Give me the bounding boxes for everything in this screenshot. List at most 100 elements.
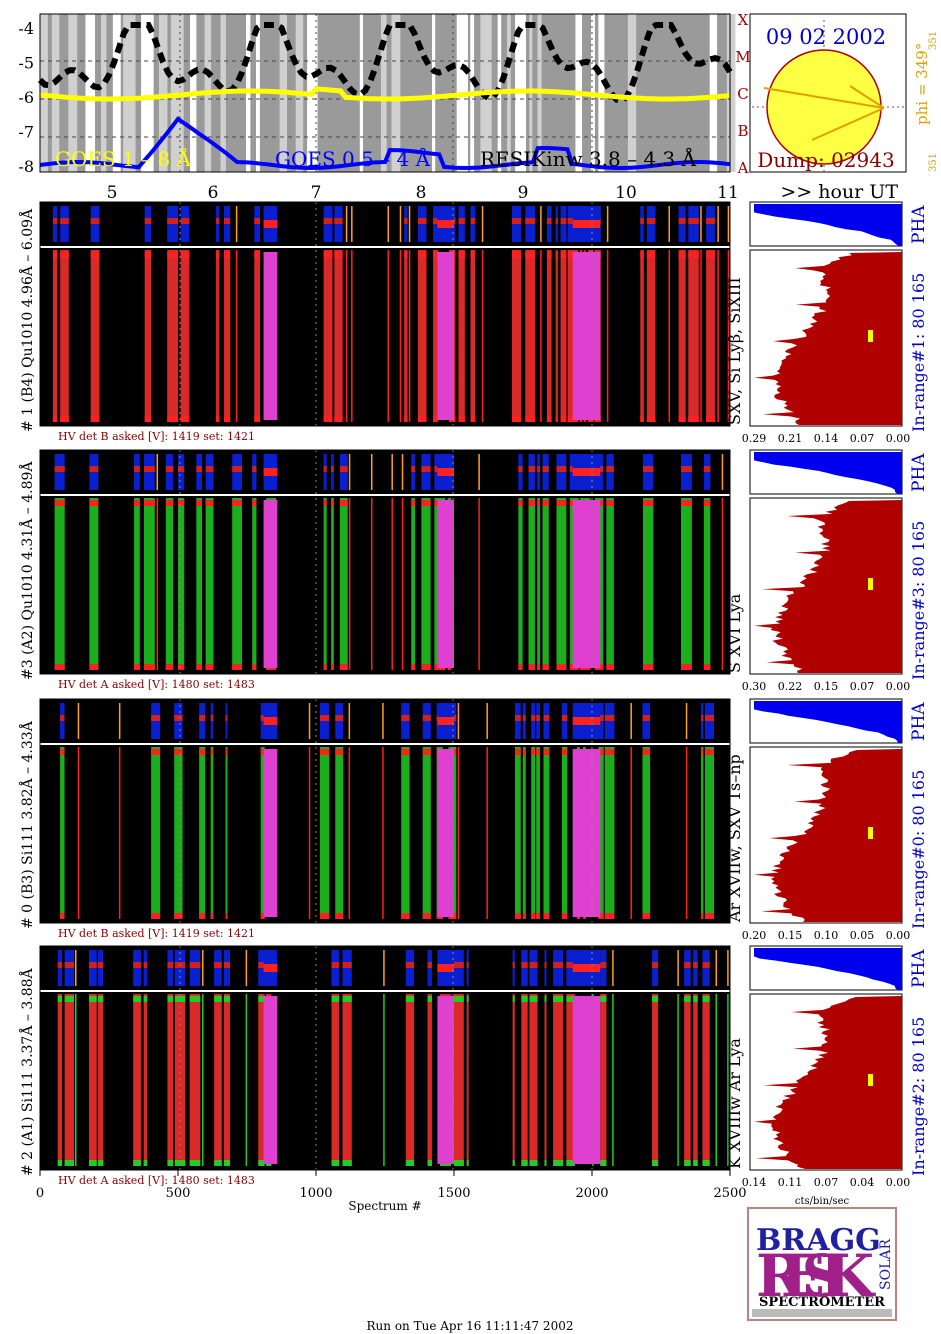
goes-class-letter: C (737, 85, 748, 103)
spectro-bar (210, 747, 214, 919)
goes-gap-stripe (85, 14, 96, 172)
spectro-edge (205, 500, 214, 506)
spectro-edge (404, 416, 408, 422)
spectro-thin (408, 250, 411, 422)
spectro-thin (717, 250, 719, 422)
spectro-bar (427, 994, 432, 1166)
spectro-bar (560, 250, 567, 422)
spectro-thin (612, 994, 614, 1166)
pha-strip (40, 699, 730, 743)
spectro-edge (60, 252, 69, 258)
spectro-edge (642, 500, 654, 506)
spectrum-tick: 0.21 (778, 432, 803, 445)
spectro-bar (646, 250, 656, 422)
spectro-edge (174, 749, 183, 755)
spectro-edge (180, 416, 190, 422)
spectro-bar (401, 747, 410, 919)
goes-gap-stripe (68, 14, 78, 172)
spectra-channels: # 1 (B4) Qu1010 4.96Å – 6.09Å HV det B as… (18, 201, 929, 1189)
spectro-edge (600, 996, 607, 1002)
resik-logo: BRAGG RESIK SOLAR SPECTROMETER (747, 1207, 897, 1321)
goes-y-tick-labels: -4 -5 -6 -7 -8 (18, 19, 34, 176)
sun-pointing-line-3 (849, 85, 885, 109)
spectro-edge (144, 252, 151, 258)
spectro-edge (684, 1160, 691, 1166)
goes-gap-stripe (112, 14, 121, 172)
spectro-edge (453, 996, 464, 1002)
pha-band-line (572, 717, 601, 725)
spectro-edge (232, 500, 242, 506)
pha-line (252, 466, 257, 472)
pha-line (225, 715, 228, 721)
phi-small-top: 351 (928, 31, 939, 50)
pha-line (521, 962, 528, 968)
spectro-bar (652, 994, 659, 1166)
pha-band-line (437, 717, 454, 725)
spectro-edge (232, 664, 242, 670)
spectro-edge (223, 996, 231, 1002)
pha-line (518, 466, 523, 472)
spectro-edge (405, 1160, 415, 1166)
spectro-edge (260, 749, 265, 755)
phi-small-bottom: 351 (928, 153, 939, 172)
channel-frame (39, 449, 731, 675)
spectrogram (40, 992, 730, 1170)
spectrum-tick-label: 1500 (437, 1186, 470, 1201)
pha-line (174, 715, 183, 721)
spectro-bar (54, 498, 65, 670)
channel-frame (39, 201, 731, 427)
spectro-edge (531, 749, 536, 755)
sun-disk (766, 49, 882, 165)
spectro-edge (512, 1160, 515, 1166)
pha-strip (40, 946, 730, 990)
spectro-bar (60, 250, 69, 422)
spectro-edge (214, 996, 222, 1002)
spectro-bar (252, 498, 257, 670)
pha-line (598, 715, 604, 721)
spectro-edge (678, 416, 686, 422)
spectro-bar (180, 250, 190, 422)
spectro-edge (433, 416, 439, 422)
pha-thin (308, 703, 311, 739)
spectro-bar (544, 994, 547, 1166)
spectro-edge (433, 252, 439, 258)
goes-gap-stripe (341, 14, 354, 172)
spectro-thin (370, 498, 373, 670)
spectro-bar (640, 250, 644, 422)
line-identification: K XVIIIw Ar Lya (725, 1038, 744, 1169)
spectro-bar (453, 994, 464, 1166)
spectro-edge (560, 252, 567, 258)
pha-strip (40, 450, 730, 494)
spectro-bar (189, 994, 201, 1166)
spectro-thin (457, 747, 460, 919)
spectro-bar (260, 747, 265, 919)
spectro-edge (224, 252, 231, 258)
pha-thin (202, 950, 204, 986)
pha-line (167, 962, 174, 968)
pha-strip (40, 202, 730, 246)
pha-line (417, 218, 427, 224)
spectro-thin (308, 747, 311, 919)
spectro-bar (604, 747, 615, 919)
pha-thin (668, 206, 670, 242)
spectro-edge (542, 664, 549, 670)
spectro-edge (531, 913, 536, 919)
pha-line (693, 962, 698, 968)
spectro-bar (405, 994, 415, 1166)
spectro-thin (235, 250, 238, 422)
spectro-edge (543, 913, 550, 919)
spectro-bar (511, 250, 522, 422)
in-range-label: In-range#0: 80 165 (909, 770, 928, 929)
pha-thin (75, 950, 77, 986)
spectro-edge (404, 252, 408, 258)
spectro-edge (167, 252, 179, 258)
pha-line (684, 962, 691, 968)
spectro-bar (331, 994, 340, 1166)
spectro-edge (319, 749, 330, 755)
pha-line (216, 218, 220, 224)
spectro-edge (598, 749, 604, 755)
pha-line (700, 715, 704, 721)
spectro-bar (706, 250, 715, 422)
spectrum-tick: 0.07 (814, 1176, 839, 1189)
spectro-bar (258, 994, 265, 1166)
